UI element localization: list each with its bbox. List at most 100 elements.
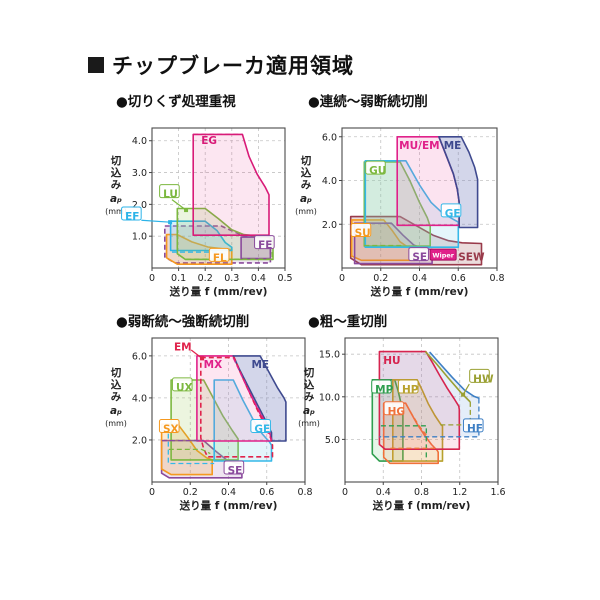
boundary-line [429, 351, 480, 399]
region-label-box [371, 379, 392, 394]
chart-subtitle-continuous: ●連続～弱断続切削 [308, 94, 428, 110]
region-label-HW: HW [473, 373, 494, 385]
region-label-EG: EG [201, 135, 217, 147]
x-tick-label: 1.6 [490, 487, 505, 498]
y-tick-label: 2.0 [322, 220, 337, 231]
x-tick-label: 0.4 [251, 273, 266, 284]
x-tick-label: 0.4 [412, 273, 427, 284]
x-tick-label: 1.2 [452, 487, 467, 498]
label-pointer-tip [168, 220, 173, 225]
label-pointer-tip [200, 356, 205, 361]
chart-chip-control: 0 0.1 0.2 0.3 0.4 0.5 1.0 2.0 3.0 4.0 送り量 f (mm/re… [105, 127, 293, 298]
region-label-GE: GE [254, 424, 270, 436]
region-label-box [223, 460, 245, 475]
y-tick-label: 3.0 [132, 168, 147, 179]
y-tick-label: 2.0 [132, 200, 147, 211]
y-tick-label: 6.0 [322, 132, 337, 143]
x-tick-label: 0.2 [198, 273, 213, 284]
dashed-boundary-line [379, 398, 480, 438]
dashed-boundary-line [405, 404, 427, 436]
region-label-SEW: SEW [458, 252, 485, 264]
region-label-box [440, 203, 462, 218]
label-pointer-tip [184, 208, 189, 213]
region-label-GU: GU [369, 165, 386, 177]
region-label-ME: ME [251, 359, 269, 371]
region-label-MX: MX [204, 359, 223, 371]
region-HF [379, 352, 479, 437]
x-tick-label: 0 [339, 273, 345, 284]
region-label-LU: LU [163, 189, 178, 201]
x-tick-label: 0.6 [259, 487, 274, 498]
dashed-boundary-line [168, 448, 211, 455]
region-label-GE: GE [445, 208, 461, 220]
region-HP [392, 379, 444, 462]
wiper-badge-text: Wiper [432, 251, 454, 259]
region-label-MU/EM: MU/EM [399, 140, 439, 152]
region-label-ME: ME [444, 140, 462, 152]
region-label-HF: HF [467, 423, 483, 435]
region-label-SU: SU [355, 228, 371, 240]
region-label-SE: SE [412, 252, 427, 264]
y-axis-title-char: 込 [111, 378, 122, 391]
y-tick-label: 5.0 [325, 435, 340, 446]
region-label-SX: SX [163, 424, 179, 436]
dashed-boundary-line [439, 401, 471, 426]
region-UX [170, 379, 239, 461]
y-axis-title-unit: (mm) [105, 419, 127, 428]
y-axis-title-char: み [304, 391, 315, 403]
page-header: チップブレーカ適用領域 [88, 50, 354, 80]
dashed-boundary-line [167, 433, 215, 465]
title-square-icon [88, 57, 104, 73]
wiper-badge [429, 248, 457, 261]
y-axis-title-unit: (mm) [295, 207, 317, 216]
y-axis-title-symbol: aₚ [303, 405, 315, 417]
x-tick-label: 0.8 [489, 273, 504, 284]
region-label-SE: SE [228, 465, 243, 477]
x-tick-label: 0.4 [376, 487, 391, 498]
x-tick-label: 0.2 [183, 487, 198, 498]
region-label-box [397, 379, 419, 394]
y-tick-label: 4.0 [322, 176, 337, 187]
x-tick-label: 0.1 [171, 273, 186, 284]
y-axis-title-char: み [111, 391, 122, 403]
y-axis-title-symbol: aₚ [300, 193, 312, 205]
y-tick-label: 4.0 [132, 393, 147, 404]
x-tick-label: 0 [342, 487, 348, 498]
region-label-box [171, 377, 193, 392]
region-label-box [159, 184, 180, 199]
y-axis-title-char: 込 [301, 166, 312, 179]
dashed-boundary-line [396, 137, 460, 226]
y-tick-label: 15.0 [319, 350, 340, 361]
region-label-box [350, 223, 372, 237]
region-label-box [383, 401, 405, 416]
y-tick-label: 2.0 [132, 435, 147, 446]
region-label-box [462, 418, 484, 433]
region-label-box [121, 206, 142, 221]
region-label-box [158, 419, 180, 434]
y-tick-label: 10.0 [319, 392, 340, 403]
chart-subtitle-rough-heavy: ●粗～重切削 [308, 314, 388, 330]
y-axis-title-char: み [111, 179, 122, 191]
region-label-EF: EF [125, 211, 139, 223]
region-label-box [208, 247, 230, 262]
x-tick-label: 0.2 [373, 273, 388, 284]
label-pointer-tip [461, 392, 466, 397]
region-label-MP: MP [375, 384, 393, 396]
x-tick-label: 0.6 [451, 273, 466, 284]
y-tick-label: 1.0 [132, 232, 147, 243]
region-label-box [254, 235, 275, 250]
label-pointer-line [141, 219, 171, 223]
region-label-FE: FE [258, 240, 272, 252]
y-tick-label: 6.0 [132, 351, 147, 362]
chart-continuous: 0 0.2 0.4 0.6 0.8 2.0 4.0 6.0 送り量 f (mm/rev) 切込みa… [295, 127, 505, 298]
region-label-box [250, 419, 271, 434]
x-axis-title: 送り量 f (mm/rev) [370, 285, 469, 298]
plot-frame [151, 127, 286, 269]
x-tick-label: 0.8 [414, 487, 429, 498]
region-label-FL: FL [213, 252, 227, 264]
label-pointer-line [171, 199, 187, 211]
x-tick-label: 0.3 [224, 273, 239, 284]
region-ME [438, 136, 479, 229]
